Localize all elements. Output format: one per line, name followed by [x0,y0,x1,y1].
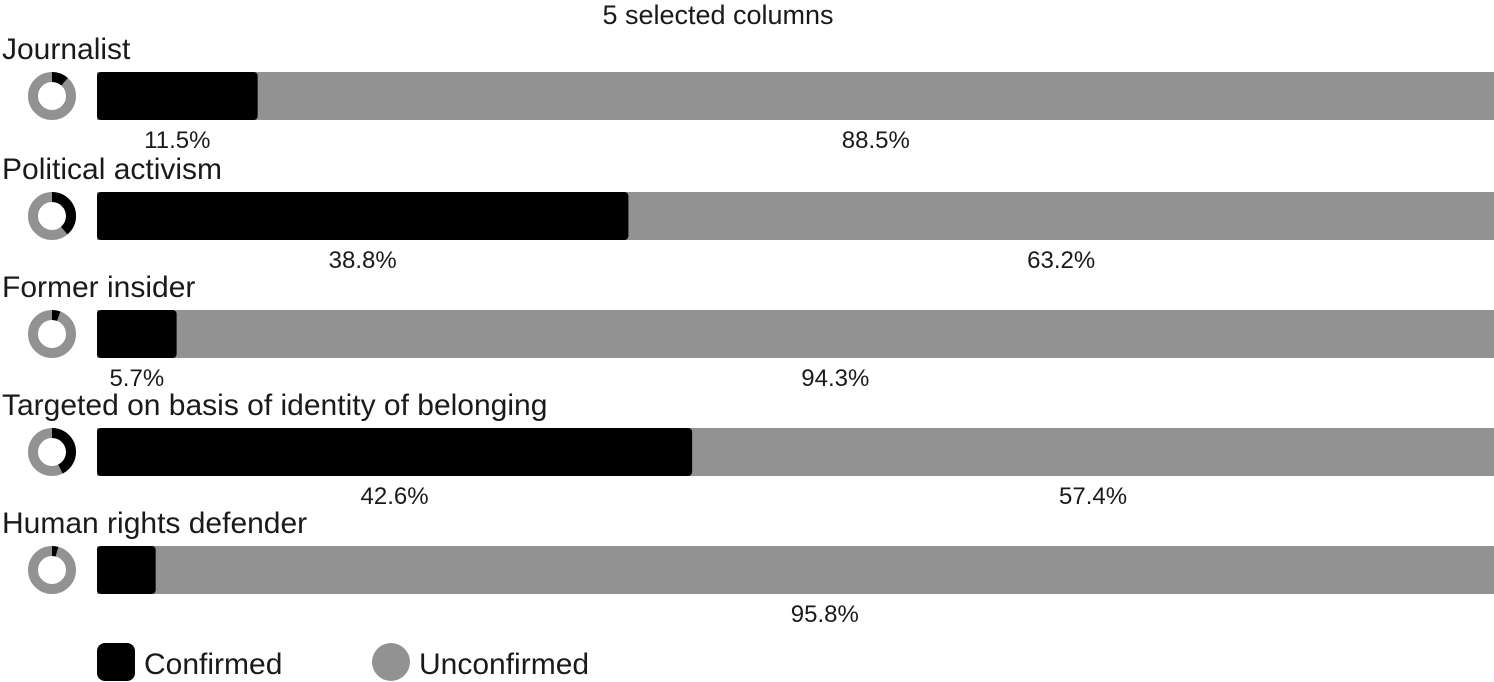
confirmed-percent-label: 42.6% [361,483,429,510]
bar-unconfirmed [97,310,1494,358]
confirmed-percent-label: 11.5% [144,127,210,154]
unconfirmed-percent-label: 63.2% [1027,247,1095,274]
bar-confirmed [97,428,693,476]
donut-unconfirmed [28,546,76,594]
row-2: Former insider 5.7% 94.3% [2,271,1494,392]
category-label: Political activism [2,153,222,186]
bar-unconfirmed [97,72,1494,120]
legend-label-confirmed: Confirmed [144,648,282,681]
bar-unconfirmed [97,546,1494,594]
donut-confirmed [28,72,76,120]
donut-unconfirmed [28,310,76,358]
donut-confirmed [28,428,76,476]
bar-confirmed [97,310,177,358]
bar-confirmed [97,72,258,120]
legend-swatch-confirmed [97,643,135,681]
unconfirmed-percent-label: 57.4% [1059,483,1127,510]
row-3: Targeted on basis of identity of belongi… [2,389,1494,510]
unconfirmed-percent-label: 88.5% [842,127,910,154]
legend: Confirmed Unconfirmed [97,643,589,681]
category-label: Targeted on basis of identity of belongi… [2,389,547,422]
row-4: Human rights defender 95.8% [2,507,1494,628]
donut-confirmed [28,546,76,594]
chart-title: 5 selected columns [602,0,833,30]
confirmed-percent-label: 38.8% [329,247,397,274]
category-label: Human rights defender [2,507,307,540]
donut-confirmed [28,192,76,240]
donut-unconfirmed [28,72,76,120]
row-1: Political activism 38.8% 63.2% [2,153,1494,274]
row-0: Journalist 11.5% 88.5% [2,33,1494,154]
unconfirmed-percent-label: 94.3% [801,365,869,392]
unconfirmed-percent-label: 95.8% [791,601,859,628]
confirmed-percent-label: 5.7% [109,365,164,392]
category-label: Former insider [2,271,195,304]
bar-confirmed [97,546,156,594]
legend-swatch-unconfirmed [372,643,410,681]
bar-confirmed [97,192,629,240]
donut-confirmed [28,310,76,358]
legend-label-unconfirmed: Unconfirmed [419,648,589,681]
category-label: Journalist [2,33,131,66]
